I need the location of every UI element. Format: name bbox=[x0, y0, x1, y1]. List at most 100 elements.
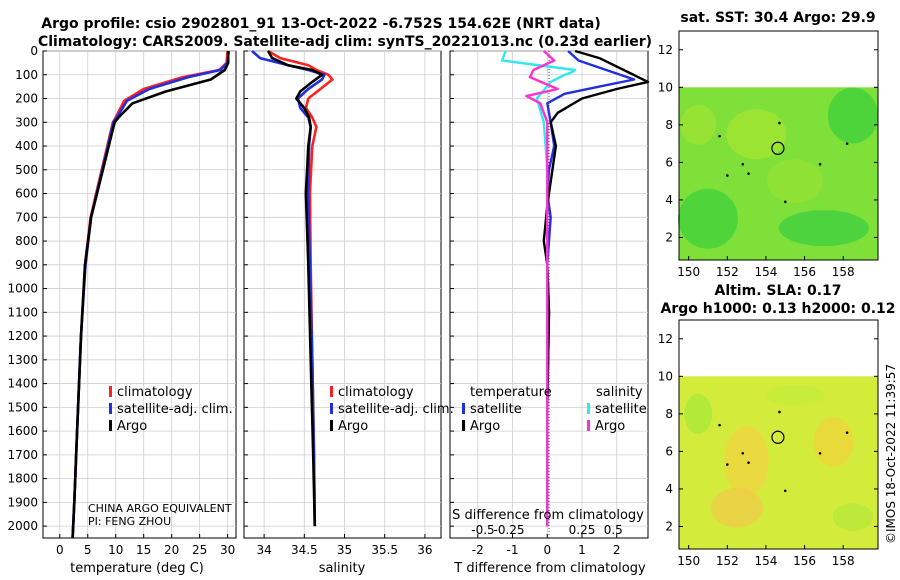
depth-tick-label: 1300 bbox=[7, 353, 38, 367]
difference-legend-salinity: salinity satellite Argo bbox=[587, 385, 647, 434]
legend-label-climatology: climatology bbox=[117, 385, 193, 400]
x-tick-label: 35.5 bbox=[371, 543, 398, 557]
x-tick-label: 30 bbox=[220, 543, 235, 557]
lat-tick-label: 8 bbox=[665, 118, 673, 132]
sst-map-title: sat. SST: 30.4 Argo: 29.9 bbox=[680, 10, 875, 26]
lon-tick-label: 152 bbox=[716, 554, 739, 568]
temperature-legend: climatology satellite-adj. clim. Argo bbox=[109, 385, 233, 434]
lat-tick-label: 10 bbox=[658, 80, 673, 94]
x-tick-label: -1 bbox=[507, 543, 519, 557]
depth-tick-label: 600 bbox=[15, 187, 38, 201]
lon-tick-label: 158 bbox=[832, 554, 855, 568]
s-diff-tick-labels: -0.5-0.25 0.25 0.5 bbox=[471, 523, 623, 537]
lon-tick-label: 158 bbox=[832, 265, 855, 279]
depth-tick-labels: 0 100 200 300 400 500 600 700 800 900 1000 1100 1200… bbox=[7, 44, 38, 533]
legend-swatch-satellite bbox=[109, 403, 112, 414]
depth-tick-label: 1100 bbox=[7, 305, 38, 319]
lat-tick-label: 4 bbox=[665, 193, 673, 207]
salinity-tick-labels: 34 34.5 35 35.5 36 bbox=[256, 543, 432, 557]
depth-tick-label: 1600 bbox=[7, 424, 38, 438]
depth-tick-label: 1200 bbox=[7, 329, 38, 343]
field-patch bbox=[726, 109, 787, 160]
gap-dot bbox=[778, 121, 781, 125]
salinity-legend: climatology satellite-adj. clim. Argo bbox=[330, 385, 454, 434]
x-tick-label: 35 bbox=[337, 543, 352, 557]
sla-map-title-line1: Altim. SLA: 0.17 bbox=[714, 283, 841, 299]
argo-location-marker bbox=[771, 430, 785, 444]
difference-legend-temperature: temperature satellite Argo bbox=[462, 385, 552, 434]
field-patch bbox=[813, 417, 854, 468]
argo-location-marker bbox=[771, 141, 785, 155]
sla-field bbox=[679, 376, 878, 549]
x-tick-label: 15 bbox=[136, 543, 151, 557]
salinity-panel: 34 34.5 35 35.5 36 salinity climatology sate… bbox=[243, 49, 454, 576]
temperature-tick-labels: 0 5 10 15 20 25 30 bbox=[56, 543, 235, 557]
depth-tick-label: 1000 bbox=[7, 282, 38, 296]
x-tick-label: -2 bbox=[472, 543, 484, 557]
lon-tick-label: 152 bbox=[716, 265, 739, 279]
lon-tick-label: 156 bbox=[793, 265, 816, 279]
legend-label-climatology: climatology bbox=[338, 385, 414, 400]
temperature-lines bbox=[71, 50, 230, 539]
lon-tick-label: 156 bbox=[793, 554, 816, 568]
gap-dot bbox=[718, 423, 721, 427]
field-patch bbox=[684, 393, 713, 434]
series-line-satellite-adj-clim- bbox=[71, 50, 230, 539]
x-tick-label: 34 bbox=[256, 543, 271, 557]
lat-tick-label: 12 bbox=[658, 332, 673, 346]
difference-lines bbox=[500, 49, 650, 527]
x-tick-label: 1 bbox=[578, 543, 586, 557]
legend-label-s-satellite: satellite bbox=[595, 402, 647, 417]
legend-label-satellite: satellite-adj. clim. bbox=[338, 402, 454, 417]
gap-dot bbox=[845, 142, 849, 145]
s-diff-tick-label: -0.5 bbox=[471, 523, 494, 537]
depth-tick-label: 1800 bbox=[7, 472, 38, 486]
lon-tick-label: 154 bbox=[754, 554, 777, 568]
legend-swatch-t-argo bbox=[462, 420, 465, 431]
difference-panel: -2 -1 0 1 2 -0.5-0.25 0.25 0.5 S difference fr… bbox=[449, 49, 650, 576]
sst-field bbox=[677, 87, 878, 260]
field-patch bbox=[680, 104, 717, 145]
legend-label-argo: Argo bbox=[338, 419, 368, 434]
field-patch bbox=[710, 487, 763, 528]
t-diff-xlabel: T difference from climatology bbox=[453, 561, 646, 576]
gap-dot bbox=[845, 431, 849, 434]
gap-dot bbox=[741, 451, 745, 455]
lat-tick-label: 8 bbox=[665, 407, 673, 421]
x-tick-label: 10 bbox=[108, 543, 123, 557]
difference-gridlines bbox=[450, 50, 648, 538]
gap-dot bbox=[818, 451, 822, 455]
s-diff-tick-label: 0.25 bbox=[569, 523, 596, 537]
gap-dot bbox=[726, 463, 729, 466]
lat-tick-label: 2 bbox=[665, 519, 673, 533]
lat-tick-label: 6 bbox=[665, 444, 673, 458]
field-patch bbox=[766, 159, 823, 204]
depth-tick-label: 500 bbox=[15, 163, 38, 177]
gap-dot bbox=[783, 200, 787, 204]
gap-dot bbox=[818, 162, 822, 166]
x-tick-label: 5 bbox=[84, 543, 92, 557]
s-diff-xlabel: S difference from climatology bbox=[452, 508, 644, 523]
sst-map-panel: sat. SST: 30.4 Argo: 29.9 150 152 154 156 15… bbox=[658, 10, 879, 279]
depth-tick-label: 1500 bbox=[7, 400, 38, 414]
x-tick-label: 20 bbox=[164, 543, 179, 557]
credit-line1: CHINA ARGO EQUIVALENT bbox=[88, 502, 232, 515]
legend-label-s-argo: Argo bbox=[595, 419, 625, 434]
field-patch bbox=[764, 385, 825, 406]
lon-tick-label: 150 bbox=[677, 265, 700, 279]
legend-swatch-t-satellite bbox=[462, 403, 465, 414]
depth-tick-label: 900 bbox=[15, 258, 38, 272]
gap-dot bbox=[741, 162, 745, 166]
sla-map-ticks: 150 152 154 156 158 2 4 6 8 10 12 bbox=[658, 332, 878, 568]
legend-title-temperature: temperature bbox=[470, 385, 552, 400]
sst-map-ticks: 150 152 154 156 158 2 4 6 8 10 12 bbox=[658, 43, 878, 279]
x-tick-label: 36 bbox=[417, 543, 432, 557]
gap-dot bbox=[783, 489, 787, 493]
legend-swatch-argo bbox=[330, 420, 333, 431]
sla-map-title-line2: Argo h1000: 0.13 h2000: 0.12 bbox=[660, 301, 895, 317]
temperature-axes-box bbox=[42, 50, 237, 539]
legend-swatch-s-satellite bbox=[587, 403, 590, 414]
s-diff-tick-label: -0.25 bbox=[494, 523, 525, 537]
field-patch bbox=[832, 503, 873, 532]
imos-timestamp: ©IMOS 18-Oct-2022 11:39:57 bbox=[884, 364, 898, 544]
